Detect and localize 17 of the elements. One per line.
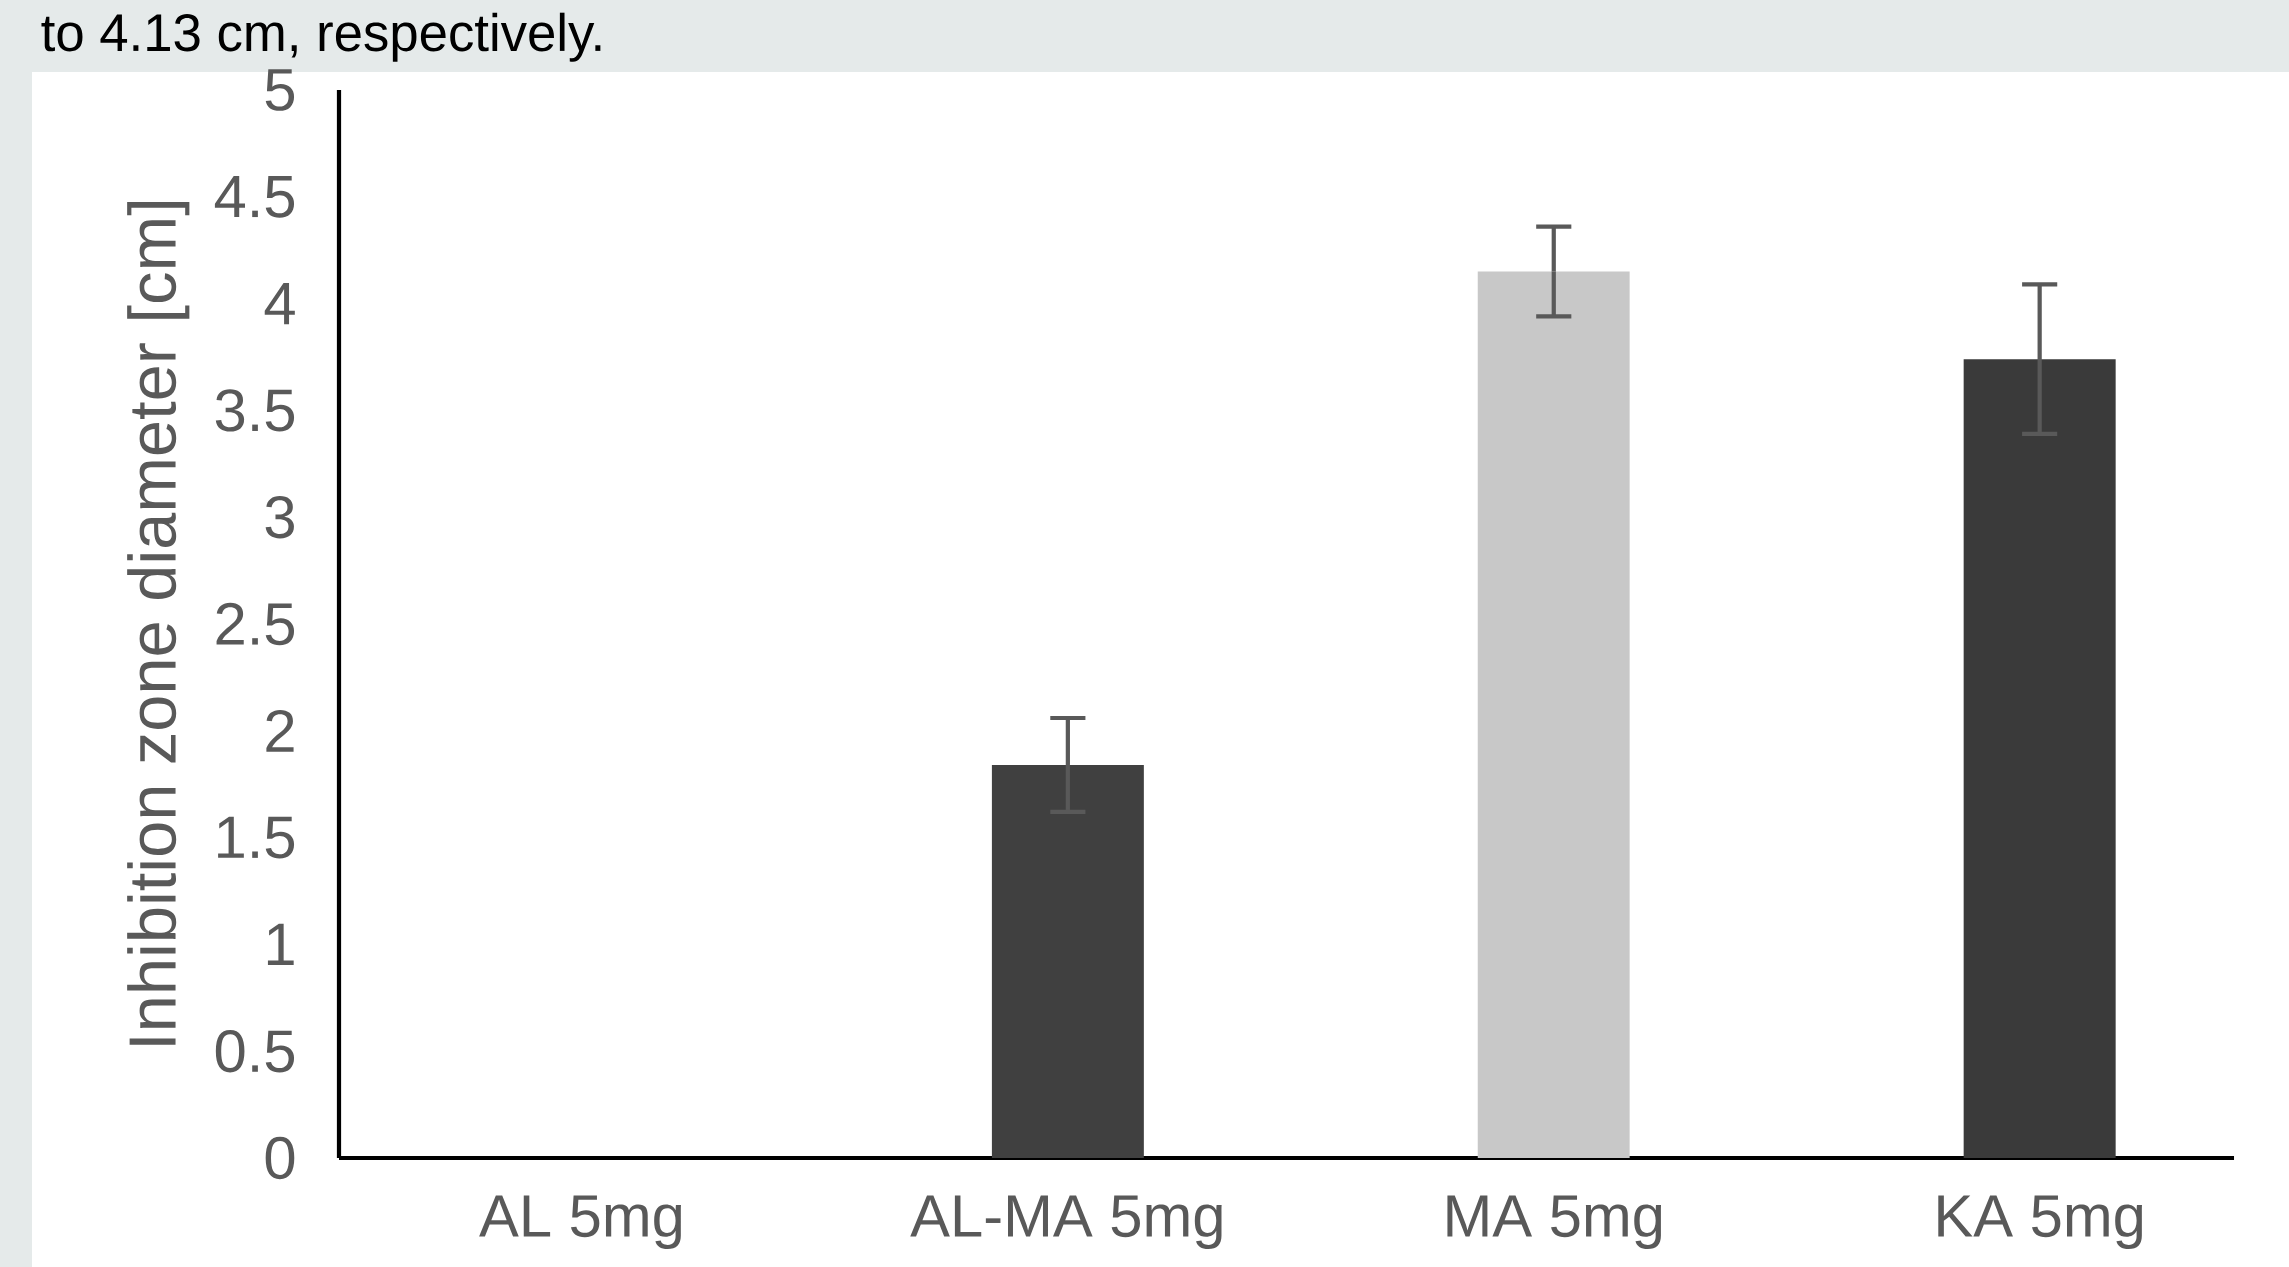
y-tick-label: 1 [267,923,294,965]
y-tick-label: 1.5 [218,816,295,859]
y-tick-label: 3 [265,496,294,539]
text: to 4.13 cm, respectively. [41,12,601,62]
y-tick-label: 0.5 [215,1030,295,1073]
y-tick-label: 3.5 [215,389,295,432]
y-tick-label: 4.5 [214,175,295,218]
y-tick-label: 2 [266,709,294,752]
x-tick-label: AL 5mg [479,1195,681,1249]
x-tick-label: MA 5mg [1447,1195,1662,1249]
y-tick-label: 5 [265,69,295,111]
x-tick-label: AL-MA 5mg [910,1195,1222,1249]
y-axis-title: Inhibition zone diameter [cm] [127,202,190,1045]
x-tick-label: KA 5mg [1938,1195,2143,1249]
y-tick-label: 2.5 [216,602,295,646]
y-tick-label: 0 [265,1136,295,1180]
y-tick-label: 4 [264,283,295,325]
